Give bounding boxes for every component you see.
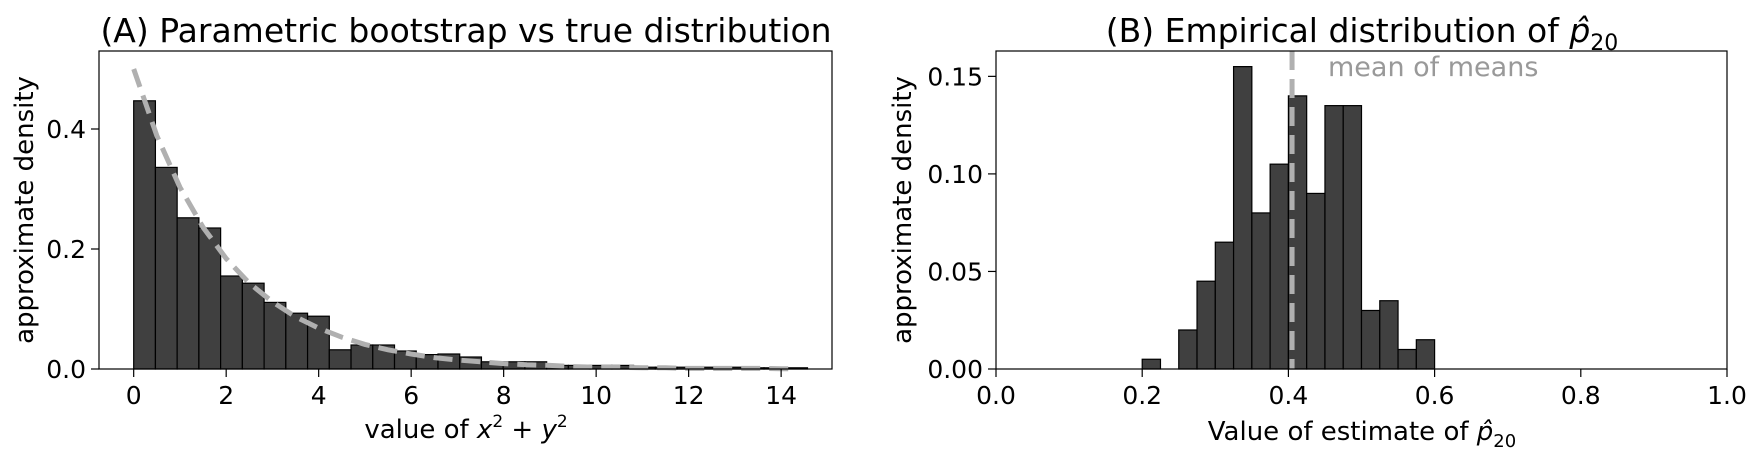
histogram-bar <box>1251 212 1271 370</box>
panel-a-chart: (A) Parametric bootstrap vs true distrib… <box>10 11 833 445</box>
x-tick-label: 0.2 <box>1122 381 1162 410</box>
panel-a-x-axis: 0 2 4 6 8 10 12 14 <box>126 369 797 410</box>
histogram-bar <box>1397 348 1417 370</box>
panel-b-y-axis: 0.00 0.05 0.10 0.15 <box>927 62 996 384</box>
y-tick-label: 0.4 <box>46 115 86 144</box>
x-tick-label: 1.0 <box>1707 381 1747 410</box>
histogram-bar <box>1141 358 1162 370</box>
y-tick-label: 0.15 <box>927 62 983 91</box>
panel-b-chart: (B) Empirical distribution of p̂20 mean … <box>888 11 1747 452</box>
x-tick-label: 6 <box>403 381 419 410</box>
x-tick-label: 0.6 <box>1415 381 1455 410</box>
x-tick-label: 0.0 <box>976 381 1016 410</box>
histogram-bar <box>154 166 178 370</box>
x-tick-label: 2 <box>218 381 234 410</box>
histogram-bar <box>176 217 200 370</box>
histogram-bar <box>1269 163 1289 370</box>
panel-a-y-axis-label: approximate density <box>10 76 40 344</box>
x-tick-label: 0.8 <box>1561 381 1601 410</box>
y-tick-label: 0.0 <box>46 355 86 384</box>
x-tick-label: 0.4 <box>1269 381 1309 410</box>
histogram-bar <box>1360 309 1381 370</box>
y-tick-label: 0.00 <box>927 355 983 384</box>
panel-a-title: (A) Parametric bootstrap vs true distrib… <box>100 11 831 50</box>
x-tick-label: 10 <box>580 381 612 410</box>
histogram-bar <box>350 344 374 370</box>
panel-a-y-axis: 0.0 0.2 0.4 <box>46 115 99 384</box>
histogram-bar <box>1214 241 1235 370</box>
histogram-bar <box>328 349 352 370</box>
x-tick-label: 14 <box>765 381 797 410</box>
histogram-bar <box>1178 329 1198 370</box>
histogram-bar <box>263 301 287 370</box>
x-tick-label: 8 <box>496 381 512 410</box>
histogram-bar <box>133 100 157 370</box>
panel-b-bars <box>1141 66 1436 370</box>
y-tick-label: 0.10 <box>927 160 983 189</box>
x-tick-label: 12 <box>673 381 705 410</box>
panel-a-bars <box>133 100 809 370</box>
histogram-bar <box>1324 105 1344 370</box>
x-tick-label: 0 <box>126 381 142 410</box>
histogram-bar <box>1342 105 1363 370</box>
histogram-bar <box>241 282 265 370</box>
panel-b-mean-annotation: mean of means <box>1328 52 1538 83</box>
histogram-bar <box>1415 339 1436 370</box>
histogram-bar <box>1232 66 1253 370</box>
panel-b-plot-frame <box>995 50 1728 370</box>
panel-b-title: (B) Empirical distribution of p̂20 <box>1106 11 1619 56</box>
histogram-bar <box>220 275 243 370</box>
panel-a-x-axis-label: value of x2 + y2 <box>364 412 567 445</box>
y-tick-label: 0.2 <box>46 235 86 264</box>
histogram-bar <box>1379 300 1399 370</box>
y-tick-label: 0.05 <box>927 257 983 286</box>
panel-a-plot-frame <box>98 50 833 370</box>
x-tick-label: 4 <box>311 381 327 410</box>
histogram-bar <box>1196 280 1216 370</box>
histogram-bar <box>1306 192 1326 370</box>
panel-b-x-axis-label: Value of estimate of p̂20 <box>1208 417 1516 452</box>
panel-b-y-axis-label: approximate density <box>888 76 918 344</box>
panel-b-x-axis: 0.0 0.2 0.4 0.6 0.8 1.0 <box>976 369 1747 410</box>
